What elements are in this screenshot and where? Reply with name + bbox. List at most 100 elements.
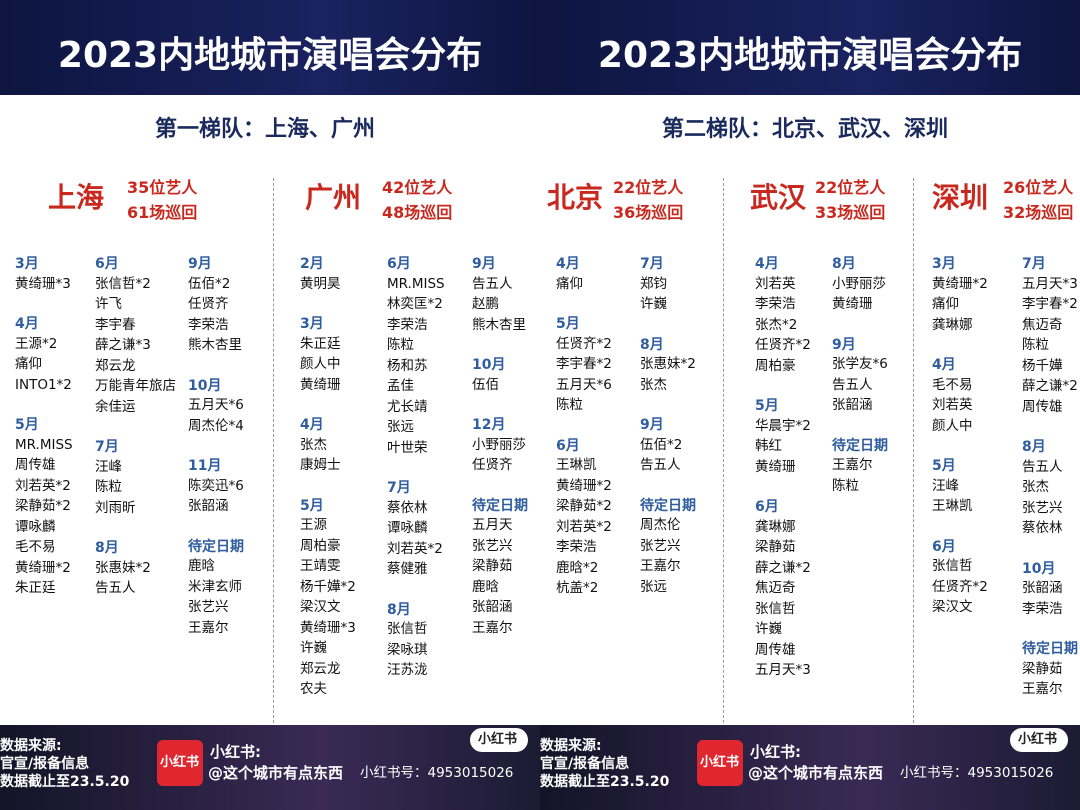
artist: 张信哲 <box>387 621 428 637</box>
month: 8月 <box>1022 439 1046 455</box>
title-bar <box>540 0 1080 95</box>
artist-count: 35位艺人 <box>127 178 198 197</box>
month: 待定日期 <box>472 497 528 514</box>
artist: 王嘉尔 <box>1022 681 1063 697</box>
month: 9月 <box>472 256 496 272</box>
artist: 朱正廷 <box>300 335 341 352</box>
artist: 痛仰 <box>932 296 959 312</box>
artist: 黄绮珊*2 <box>932 275 988 292</box>
artist: 李荣浩 <box>188 316 229 333</box>
month: 9月 <box>640 417 664 433</box>
artist: 任贤齐*2 <box>755 337 811 353</box>
artist: 任贤齐*2 <box>932 578 988 595</box>
artist: 张韶涵 <box>1022 580 1063 596</box>
artist: 熊木杏里 <box>188 337 242 353</box>
month: 待定日期 <box>188 538 244 555</box>
artist: 郑云龙 <box>95 357 136 374</box>
artist: 张艺兴 <box>640 537 681 554</box>
tour-count: 32场巡回 <box>1003 203 1074 222</box>
artist: 伍佰 <box>472 376 499 393</box>
source: 数据来源: <box>0 738 62 754</box>
artist: 张杰 <box>300 436 327 453</box>
separator <box>913 178 914 723</box>
month: 3月 <box>932 256 956 272</box>
artist: 陈粒 <box>387 337 414 353</box>
artist: 韩红 <box>755 438 782 454</box>
artist-count: 22位艺人 <box>815 178 886 197</box>
account: 小红书号：4953015026 <box>900 765 1054 781</box>
artist: 刘雨昕 <box>95 499 136 516</box>
source: 数据截止至23.5.20 <box>0 774 130 790</box>
month: 6月 <box>387 256 411 272</box>
artist: 张远 <box>640 578 667 595</box>
artist: 周传雄 <box>1022 398 1063 415</box>
artist: 谭咏麟 <box>387 520 428 536</box>
watermark-text: 小红书 <box>478 732 518 747</box>
artist: 鹿晗 <box>472 578 499 595</box>
title: 2023内地城市演唱会分布 <box>597 35 1023 76</box>
artist: 颜人中 <box>932 417 973 434</box>
artist: 黄绮珊 <box>755 458 796 475</box>
source: 数据截止至23.5.20 <box>540 774 670 790</box>
watermark: 小红书 <box>1010 728 1068 752</box>
artist: 伍佰*2 <box>640 436 683 453</box>
artist: 汪峰 <box>95 458 122 475</box>
artist: 余佳运 <box>95 398 136 415</box>
artist: 伍佰*2 <box>188 275 231 292</box>
watermark-text: 小红书 <box>1018 732 1058 747</box>
artist: 王琳凯 <box>556 457 597 473</box>
artist: 五月天*3 <box>1022 275 1078 292</box>
artist: 张信哲*2 <box>95 275 151 292</box>
artist: 张韶涵 <box>832 397 873 413</box>
separator <box>723 178 724 723</box>
month: 5月 <box>300 497 324 514</box>
artist: 农夫 <box>300 681 327 697</box>
artist: 梁静茹*2 <box>15 498 71 514</box>
artist: 张惠妹*2 <box>640 356 696 372</box>
artist: 华晨宇*2 <box>755 417 811 434</box>
artist: 薛之谦*2 <box>755 559 811 576</box>
artist: 张杰 <box>640 376 667 393</box>
artist-count: 42位艺人 <box>382 178 453 197</box>
month: 6月 <box>932 538 956 555</box>
artist: 熊木杏里 <box>472 316 526 333</box>
month: 8月 <box>832 256 856 272</box>
artist: 尤长靖 <box>387 398 428 415</box>
artist: 五月天*3 <box>755 662 811 678</box>
artist: 许巍 <box>755 621 782 637</box>
artist: 陈粒 <box>832 477 859 494</box>
artist: 王嘉尔 <box>472 619 513 636</box>
watermark: 小红书 <box>470 728 528 752</box>
logo: 小红书 <box>697 740 743 786</box>
month: 10月 <box>188 377 222 394</box>
artist: 梁静茹*2 <box>556 498 612 514</box>
source: 官宣/报备信息 <box>0 756 90 772</box>
city-name: 武汉 <box>750 181 807 214</box>
artist: 告五人 <box>95 580 136 596</box>
artist: 谭咏麟 <box>15 518 56 535</box>
month: 9月 <box>188 256 212 272</box>
month: 5月 <box>15 417 39 433</box>
month: 10月 <box>472 357 506 373</box>
artist: 鹿晗*2 <box>556 559 599 576</box>
month: 8月 <box>387 601 411 618</box>
artist: 李荣浩 <box>1022 600 1063 617</box>
month: 3月 <box>300 316 324 332</box>
footer: 数据来源: 官宣/报备信息 数据截止至23.5.20 小红书 小红书: @这个城市有点东西… <box>540 725 1080 810</box>
artist: 毛不易 <box>15 539 56 555</box>
artist: 张杰*2 <box>755 316 798 333</box>
month: 7月 <box>95 439 119 455</box>
artist: 黄绮珊*3 <box>300 619 356 636</box>
handle: @这个城市有点东西 <box>748 764 884 782</box>
artist: 许巍 <box>300 640 327 656</box>
artist-count: 22位艺人 <box>613 178 684 197</box>
artist: 张惠妹*2 <box>95 559 151 576</box>
artist: 蔡依林 <box>1022 520 1063 536</box>
artist: 张杰 <box>1022 479 1049 495</box>
artist: 张艺兴 <box>1022 499 1063 516</box>
artist: 万能青年旅店 <box>95 378 176 394</box>
month: 4月 <box>300 417 324 433</box>
tier: 第二梯队：北京、武汉、深圳 <box>661 117 949 142</box>
month: 待定日期 <box>1022 641 1078 657</box>
title-bar <box>0 0 540 95</box>
